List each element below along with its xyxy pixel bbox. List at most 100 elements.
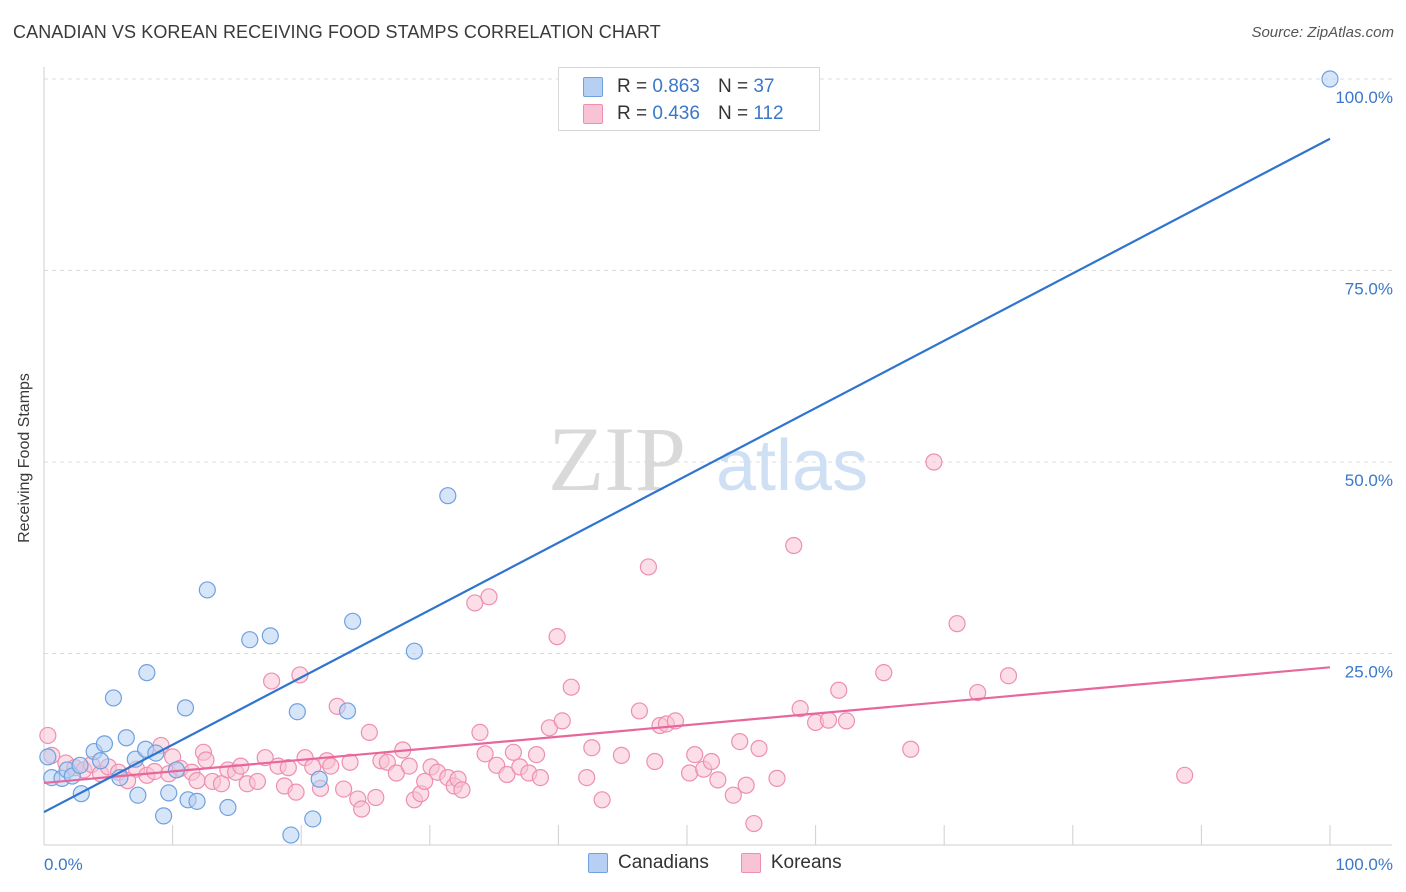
korean-point (750, 739, 768, 758)
legend-r-label: R = (617, 76, 648, 97)
canadian-point (138, 664, 156, 682)
korean-point (925, 453, 943, 471)
canadian-point (117, 729, 135, 747)
canadians-swatch (588, 853, 608, 873)
canadian-point (176, 699, 195, 717)
korean-point (279, 759, 297, 777)
korean-point (562, 678, 580, 696)
canadian-point (71, 756, 89, 774)
x-tick-label: 0.0% (44, 855, 83, 874)
korean-point (360, 723, 378, 741)
canadian-point (154, 807, 173, 825)
legend-n-label: N = (717, 103, 749, 124)
korean-point (341, 753, 359, 771)
watermark-atlas: atlas (716, 426, 868, 506)
canadian-point (219, 798, 237, 817)
canadian-point (129, 786, 147, 804)
korean-point (686, 746, 704, 764)
korean-point (453, 781, 471, 799)
canadian-point (1321, 70, 1339, 88)
watermark-zip: ZIP (548, 408, 686, 510)
korean-point (471, 723, 489, 741)
korean-point (791, 700, 809, 718)
canadians-points (39, 70, 1339, 844)
korean-point (709, 771, 727, 789)
korean-point (212, 775, 231, 793)
korean-point (639, 558, 658, 576)
korean-point (504, 743, 522, 761)
korean-point (837, 712, 856, 730)
legend-item-canadians[interactable]: Canadians (588, 852, 709, 874)
legend-row-koreans: R = 0.436 N = 112 (583, 101, 784, 127)
korean-point (188, 772, 206, 790)
korean-point (902, 740, 920, 758)
korean-point (578, 768, 596, 787)
canadian-point (241, 631, 259, 649)
korean-point (785, 536, 803, 555)
korean-point (612, 746, 631, 764)
koreans-swatch (583, 104, 603, 124)
korean-point (353, 800, 371, 818)
korean-point (400, 757, 418, 775)
korean-point (39, 726, 57, 745)
canadians-swatch (583, 77, 603, 97)
korean-point (1176, 766, 1194, 784)
korean-point (948, 615, 966, 633)
series-legend: Canadians Koreans (588, 852, 874, 874)
y-axis-label: Receiving Food Stamps (16, 373, 33, 543)
korean-point (287, 783, 305, 801)
canadian-point (405, 642, 423, 660)
korean-point (498, 765, 516, 784)
legend-item-koreans[interactable]: Koreans (740, 852, 842, 874)
legend-label-koreans: Koreans (770, 852, 842, 873)
korean-point (263, 672, 281, 690)
korean-point (702, 752, 721, 771)
legend-n-value: 37 (753, 76, 775, 97)
korean-point (248, 772, 267, 791)
canadian-point (160, 784, 178, 802)
canadian-point (198, 581, 216, 599)
y-tick-label: 25.0% (1345, 663, 1393, 682)
korean-point (335, 780, 353, 798)
source-label: Source: ZipAtlas.com (1251, 24, 1394, 41)
chart-title: CANADIAN VS KOREAN RECEIVING FOOD STAMPS… (13, 22, 661, 42)
korean-point (731, 732, 749, 751)
canadian-point (338, 702, 357, 720)
korean-point (476, 745, 494, 763)
korean-point (724, 786, 742, 804)
canadian-point (39, 748, 57, 766)
canadian-point (282, 826, 300, 844)
korean-point (745, 814, 763, 833)
axes (43, 67, 1392, 846)
korean-point (197, 751, 215, 769)
korean-point (630, 702, 649, 720)
canadian-point (261, 627, 279, 645)
y-tick-label: 100.0% (1335, 88, 1393, 107)
korean-point (737, 776, 755, 794)
legend-r-label: R = (617, 103, 648, 124)
legend-label-canadians: Canadians (618, 852, 709, 873)
watermark: ZIP atlas (548, 408, 868, 510)
canadian-point (304, 810, 322, 828)
y-tick-label: 75.0% (1345, 280, 1393, 299)
legend-row-canadians: R = 0.863 N = 37 (583, 74, 774, 100)
korean-point (999, 667, 1018, 685)
korean-point (646, 752, 664, 771)
korean-point (819, 711, 838, 729)
canadian-point (310, 770, 328, 788)
korean-point (367, 788, 385, 807)
legend-n-label: N = (717, 76, 749, 97)
canadian-point (95, 735, 114, 753)
legend-r-value: 0.863 (652, 76, 700, 97)
korean-point (969, 683, 987, 702)
korean-point (548, 628, 566, 646)
korean-point (680, 764, 699, 782)
canadian-point (344, 612, 362, 630)
y-tick-label: 50.0% (1345, 471, 1393, 490)
korean-point (768, 769, 786, 787)
korean-point (322, 757, 340, 775)
trend-lines (43, 137, 1331, 814)
koreans-points (39, 453, 1194, 833)
korean-point (416, 772, 434, 791)
